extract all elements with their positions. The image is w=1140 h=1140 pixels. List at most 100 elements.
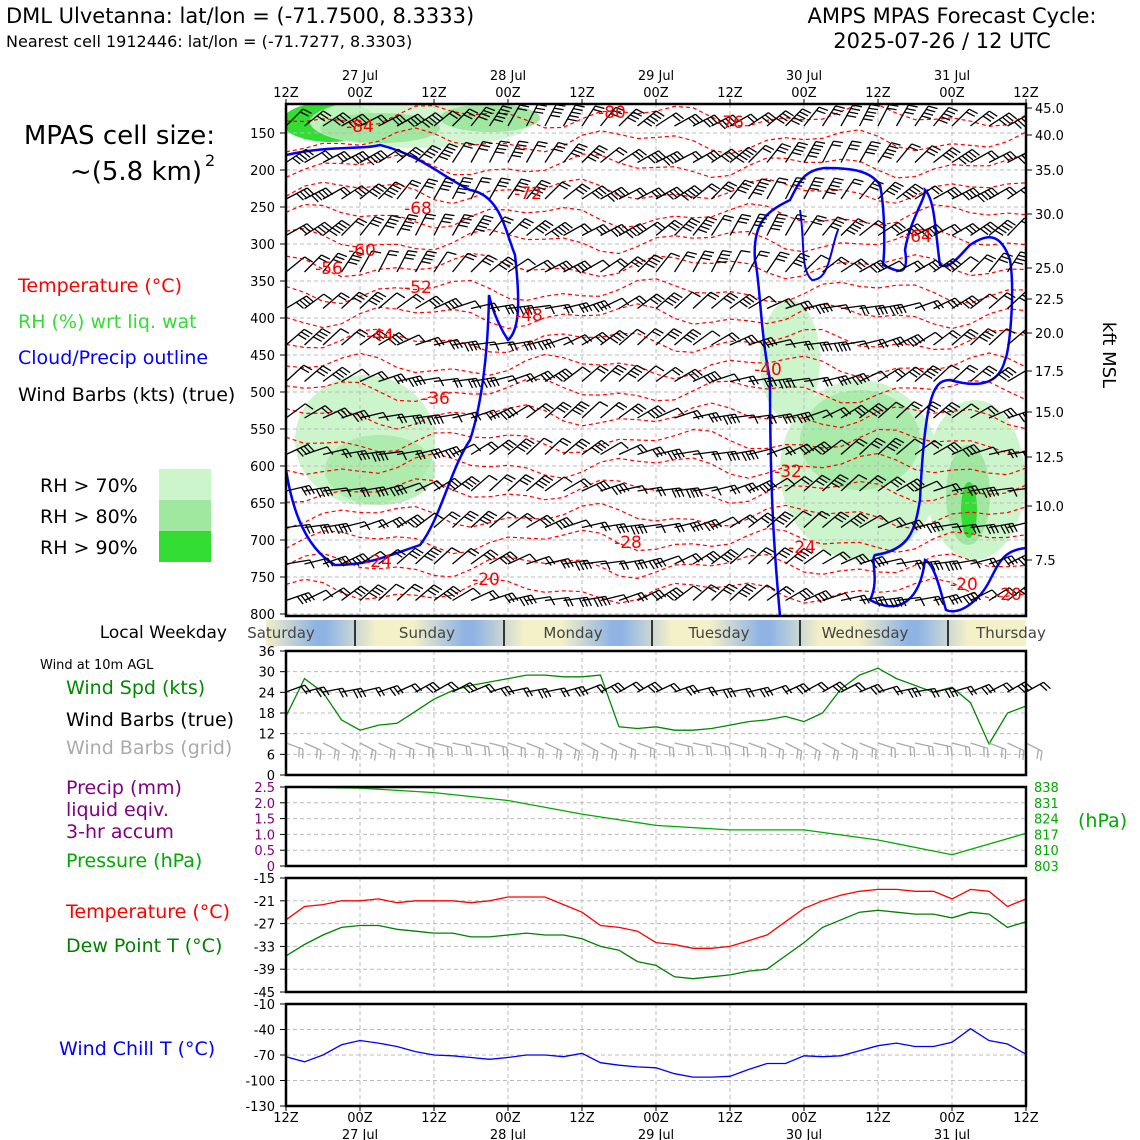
wind-barb-feather — [652, 559, 659, 569]
grid-wind-barb — [729, 742, 748, 749]
wind-barb-feather — [1049, 519, 1055, 526]
surface-wind-barb-feather — [692, 684, 700, 694]
wind-barb-feather — [319, 488, 326, 498]
wind-barb-feather — [906, 107, 916, 112]
surface-wind-barb-feather — [689, 686, 696, 695]
surface-wind-barb-feather — [360, 688, 367, 698]
wind-barb-feather — [1000, 224, 1010, 231]
wind-barb-feather — [619, 561, 626, 571]
wind-barb-feather — [361, 185, 370, 193]
time-tick-label: 12Z — [865, 86, 891, 101]
wind-barb-feather — [533, 111, 544, 114]
wind-barb-feather — [368, 592, 378, 599]
panel-tick-label: -100 — [245, 1075, 275, 1090]
wind-barb-feather — [616, 260, 626, 268]
surface-wind-barb-feather — [785, 685, 793, 694]
wind-barb-feather — [575, 146, 586, 151]
wind-barb-feather — [961, 301, 970, 309]
wind-barb-feather — [529, 553, 537, 562]
wind-barb-feather — [968, 297, 977, 305]
wind-barb-feather — [928, 263, 937, 271]
wind-barb-feather — [671, 488, 677, 498]
grid-wind-barb-feather — [855, 750, 858, 761]
wind-barb-feather — [637, 593, 645, 602]
wind-barb-feather — [634, 560, 640, 570]
wind-barb-feather — [998, 118, 1007, 126]
wind-barb — [618, 328, 638, 346]
wind-barb-feather — [899, 517, 907, 526]
wind-barb-feather — [938, 596, 944, 606]
surface-wind-barb-feather — [504, 686, 511, 696]
wind-barb-feather — [897, 597, 903, 607]
wind-barb-feather — [882, 338, 889, 348]
wind-barb-feather — [722, 415, 729, 425]
wind-barb-feather — [535, 227, 545, 234]
wind-barb-feather — [667, 297, 677, 304]
time-tick-label: 12Z — [421, 1111, 447, 1126]
wind-barb-feather — [338, 222, 347, 229]
kft-tick-label: 30.0 — [1035, 208, 1064, 223]
wind-barb-feather — [1050, 487, 1055, 495]
wind-barb-feather — [678, 555, 685, 564]
wind-barb-feather — [971, 295, 981, 303]
wind-barb-feather — [400, 227, 411, 231]
wind-barb-feather — [623, 594, 630, 604]
wind-barb-feather — [384, 224, 395, 229]
wind-speed-line — [285, 667, 1027, 746]
wind-barb-feather — [908, 104, 918, 108]
wind-barb — [1007, 450, 1026, 456]
wind-barb-feather — [418, 334, 426, 343]
wind-barb-feather — [993, 557, 1000, 567]
wind-barb-feather — [337, 252, 348, 258]
wind-barb-feather — [828, 187, 838, 192]
wind-barb-feather — [768, 112, 777, 119]
wind-barb-feather — [671, 450, 678, 460]
wind-barb-feather — [335, 255, 345, 261]
grid-wind-barb — [341, 742, 358, 753]
wind-barb-feather — [1027, 451, 1031, 459]
wind-barb — [378, 583, 397, 601]
wind-barb-feather — [340, 292, 350, 299]
wind-barb-feather — [507, 511, 517, 518]
wind-barb — [489, 375, 513, 383]
wind-barb-feather — [1017, 558, 1026, 566]
wind-barb-feather — [647, 156, 656, 164]
wind-barb-feather — [966, 367, 976, 374]
wind-barb-feather — [1044, 585, 1052, 590]
wind-barb — [748, 448, 772, 456]
wind-barb-feather — [753, 414, 759, 424]
grid-wind-barb-feather — [487, 746, 491, 757]
wind-barb-feather — [744, 179, 755, 185]
wind-barb-feather — [781, 513, 791, 520]
wind-barb-feather — [456, 191, 466, 194]
surface-wind-barb-feather — [319, 687, 326, 697]
wind-barb-feather — [656, 487, 663, 497]
wind-barb-feather — [470, 547, 480, 554]
wind-barb — [286, 403, 306, 419]
wind-barb-feather — [578, 304, 585, 314]
wind-barb-feather — [519, 223, 529, 230]
wind-barb-feather — [595, 336, 604, 344]
weekday-name: Sunday — [399, 624, 455, 642]
panel-tick-label: 18 — [258, 707, 275, 722]
wind-barb-feather — [670, 330, 680, 337]
wind-barb-feather — [466, 111, 476, 117]
wind-barb-feather — [965, 299, 974, 307]
temperature-panel: -15-21-27-33-39-45 — [254, 872, 1028, 1001]
wind-barb-feather — [298, 153, 308, 161]
wind-barb-feather — [654, 152, 663, 160]
wind-barb — [840, 340, 865, 346]
wind-barb-feather — [651, 154, 659, 162]
wind-barb-feather — [610, 229, 619, 238]
wind-barb — [840, 304, 865, 310]
surface-wind-barb-feather — [759, 688, 766, 698]
wind-barb-feather — [921, 231, 930, 239]
wind-barb-feather — [303, 364, 313, 371]
wind-barb-feather — [321, 254, 331, 260]
wind-barb-feather — [395, 181, 405, 187]
wind-barb-feather — [1006, 152, 1015, 161]
surface-wind-barb-feather — [1006, 682, 1015, 690]
wind-barb-feather — [771, 377, 778, 387]
wind-barb-feather — [931, 187, 940, 195]
